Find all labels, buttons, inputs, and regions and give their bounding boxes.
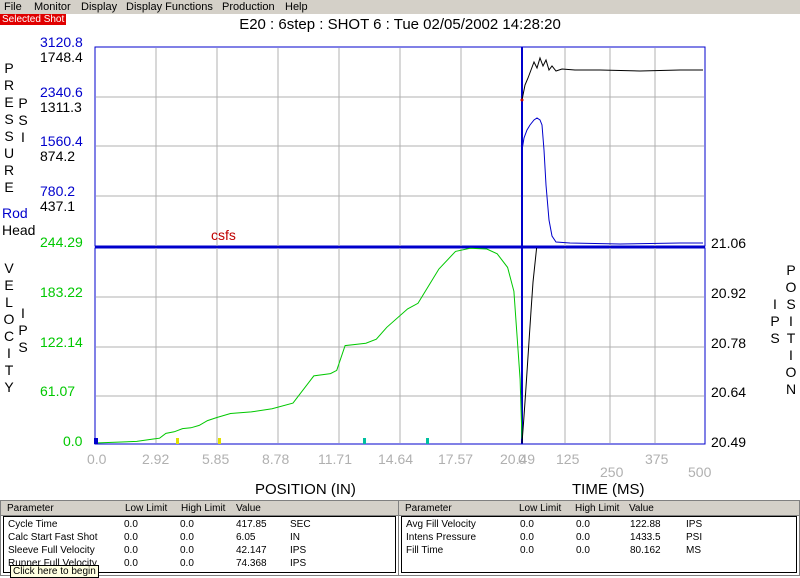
col-value: Value (236, 503, 261, 514)
rod-tick: 2340.6 (40, 84, 83, 100)
x-position-tick: 11.71 (318, 451, 352, 467)
col-high-limit: High Limit (575, 503, 620, 514)
table-row[interactable]: Sleeve Full Velocity 0.0 0.0 42.147 IPS (8, 545, 307, 556)
left-panel-header: Parameter Low Limit High Limit Value (1, 501, 398, 516)
head-tick: 1311.3 (40, 99, 82, 115)
x-time-tick: 375 (645, 451, 669, 467)
velocity-tick: 244.29 (40, 234, 83, 250)
col-parameter: Parameter (405, 503, 452, 514)
col-value: Value (629, 503, 654, 514)
rod-tick: 1560.4 (40, 133, 83, 149)
position-tick: 21.06 (711, 235, 747, 251)
x-position-tick: 14.64 (378, 451, 414, 467)
baseline-marker (94, 438, 98, 444)
position-tick: 20.64 (711, 384, 747, 400)
col-high-limit: High Limit (181, 503, 226, 514)
table-row[interactable]: Cycle Time 0.0 0.0 417.85 SEC (8, 519, 311, 530)
menu-monitor[interactable]: Monitor (34, 1, 71, 13)
velocity-series-line (94, 247, 523, 444)
left-panel-table[interactable]: Cycle Time 0.0 0.0 417.85 SEC Calc Start Fas… (3, 516, 396, 573)
selected-shot-badge[interactable]: Selected Shot (0, 14, 67, 25)
x-time-tick: 250 (600, 464, 624, 480)
position-tick: 20.92 (711, 285, 747, 301)
col-low-limit: Low Limit (519, 503, 562, 514)
col-parameter: Parameter (7, 503, 54, 514)
col-low-limit: Low Limit (125, 503, 168, 514)
table-row[interactable]: Intens Pressure 0.0 0.0 1433.5 PSI (406, 532, 703, 543)
x-position-tick: 2.92 (142, 451, 170, 467)
menu-display[interactable]: Display (81, 1, 118, 13)
x-time-label: TIME (MS) (572, 481, 645, 498)
position-tick: 20.49 (711, 434, 747, 450)
x-position-label: POSITION (IN) (255, 481, 356, 498)
menu-bar: File Monitor Display Display Functions P… (0, 0, 800, 14)
fast-shot-marker (218, 438, 221, 444)
velocity-tick: 122.14 (40, 334, 83, 350)
position-series-line (521, 247, 538, 444)
head-tick: 1748.4 (40, 49, 83, 65)
menu-display-functions[interactable]: Display Functions (126, 1, 213, 13)
head-pressure-line (521, 56, 703, 101)
x-time-tick: 500 (688, 464, 712, 480)
x-position-tick: 8.78 (262, 451, 290, 467)
start-tooltip[interactable]: Click here to begin (10, 565, 99, 578)
x-position-tick: 0.0 (87, 451, 107, 467)
x-position-tick: 5.85 (202, 451, 230, 467)
head-tick: 874.2 (40, 148, 76, 164)
phase-marker (363, 438, 366, 444)
rod-pressure-line (521, 117, 703, 245)
right-panel-header: Parameter Low Limit High Limit Value (399, 501, 799, 516)
phase-marker (426, 438, 429, 444)
menu-help[interactable]: Help (285, 1, 308, 13)
x-position-tick: 17.57 (438, 451, 474, 467)
head-tick: 437.1 (40, 198, 76, 214)
menu-file[interactable]: File (4, 1, 22, 13)
shot-title: E20 : 6step : SHOT 6 : Tue 02/05/2002 14… (239, 16, 561, 33)
left-parameter-panel: Parameter Low Limit High Limit Value Cyc… (0, 500, 399, 576)
x-time-tick: 0 (518, 451, 526, 467)
table-row[interactable]: Calc Start Fast Shot 0.0 0.0 6.05 IN (8, 532, 300, 543)
table-row[interactable]: Avg Fill Velocity 0.0 0.0 122.88 IPS (406, 519, 703, 530)
right-panel-table[interactable]: Avg Fill Velocity 0.0 0.0 122.88 IPS Intens … (401, 516, 797, 573)
velocity-tick: 0.0 (63, 433, 83, 449)
fast-shot-marker (176, 438, 179, 444)
position-tick: 20.78 (711, 335, 747, 351)
velocity-tick: 61.07 (40, 383, 76, 399)
rod-tick: 3120.8 (40, 34, 83, 50)
right-parameter-panel: Parameter Low Limit High Limit Value Avg… (398, 500, 800, 576)
rod-legend: Rod (2, 205, 28, 221)
pressure-start-point (520, 98, 524, 102)
menu-production[interactable]: Production (222, 1, 275, 13)
x-time-tick: 125 (556, 451, 580, 467)
table-row[interactable]: Fill Time 0.0 0.0 80.162 MS (406, 545, 701, 556)
x-position-tick: 20.49 (500, 451, 536, 467)
velocity-tick: 183.22 (40, 284, 83, 300)
table-row[interactable]: Runner Full Velocity 0.0 0.0 74.368 IPS (8, 558, 307, 569)
rod-tick: 780.2 (40, 183, 76, 199)
csfs-annotation: csfs (211, 227, 236, 243)
head-legend: Head (2, 222, 36, 238)
shot-chart: csfs (94, 46, 706, 445)
